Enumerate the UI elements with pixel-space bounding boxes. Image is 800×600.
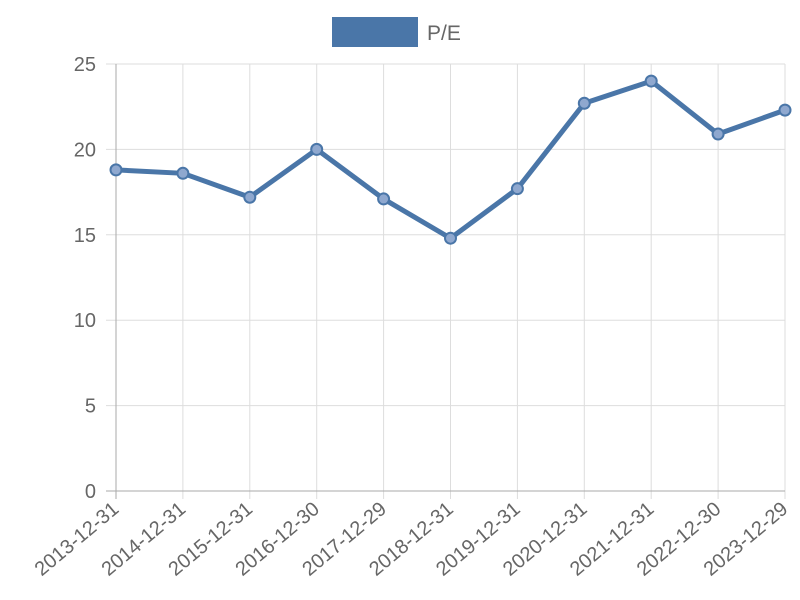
y-tick-label: 25 xyxy=(74,54,96,76)
data-point[interactable] xyxy=(109,163,123,177)
legend-swatch xyxy=(332,17,418,47)
data-point[interactable] xyxy=(176,166,190,180)
data-point[interactable] xyxy=(711,127,725,141)
y-axis-ticks: 0 5 10 15 20 25 xyxy=(74,54,96,503)
y-tick-label: 20 xyxy=(74,139,96,161)
legend: P/E xyxy=(332,17,461,47)
data-point[interactable] xyxy=(778,103,792,117)
x-axis-ticks: 2013-12-312014-12-312015-12-312016-12-30… xyxy=(31,498,793,581)
y-tick-label: 15 xyxy=(74,225,96,247)
data-point[interactable] xyxy=(377,192,391,206)
y-tick-label: 5 xyxy=(85,396,96,418)
data-point[interactable] xyxy=(577,96,591,110)
data-point[interactable] xyxy=(510,182,524,196)
data-point[interactable] xyxy=(644,74,658,88)
gridlines xyxy=(106,63,786,499)
series-pe xyxy=(109,74,792,245)
data-point[interactable] xyxy=(243,190,257,204)
y-tick-label: 10 xyxy=(74,310,96,332)
legend-label: P/E xyxy=(427,22,461,45)
y-tick-label: 0 xyxy=(85,481,96,503)
axes xyxy=(115,64,785,492)
data-point[interactable] xyxy=(310,142,324,156)
data-point[interactable] xyxy=(444,231,457,245)
